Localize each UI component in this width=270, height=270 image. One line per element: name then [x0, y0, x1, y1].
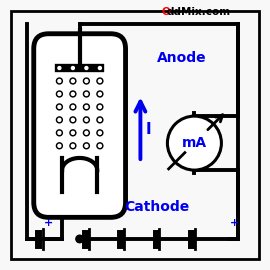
- Circle shape: [99, 144, 102, 147]
- Circle shape: [97, 91, 103, 97]
- Text: Cathode: Cathode: [124, 200, 190, 214]
- Circle shape: [71, 131, 74, 134]
- Circle shape: [56, 130, 62, 136]
- Circle shape: [83, 65, 89, 71]
- Circle shape: [83, 91, 89, 97]
- Text: mA: mA: [182, 136, 207, 150]
- Circle shape: [70, 143, 76, 149]
- Circle shape: [70, 117, 76, 123]
- Circle shape: [70, 78, 76, 84]
- Circle shape: [70, 130, 76, 136]
- Circle shape: [97, 65, 103, 71]
- Circle shape: [99, 66, 102, 69]
- Text: O: O: [162, 7, 171, 17]
- Circle shape: [70, 91, 76, 97]
- Circle shape: [71, 118, 74, 122]
- Circle shape: [85, 79, 88, 83]
- Circle shape: [99, 92, 102, 95]
- Circle shape: [71, 66, 74, 69]
- Circle shape: [56, 91, 62, 97]
- Circle shape: [99, 79, 102, 83]
- Circle shape: [71, 92, 74, 95]
- Circle shape: [70, 65, 76, 71]
- Circle shape: [97, 130, 103, 136]
- Circle shape: [85, 66, 88, 69]
- Circle shape: [83, 104, 89, 110]
- Circle shape: [97, 104, 103, 110]
- Text: I: I: [146, 122, 151, 137]
- Circle shape: [83, 117, 89, 123]
- Circle shape: [56, 78, 62, 84]
- Circle shape: [83, 130, 89, 136]
- Text: +: +: [44, 218, 53, 228]
- Circle shape: [167, 116, 221, 170]
- Circle shape: [85, 131, 88, 134]
- Text: Anode: Anode: [157, 51, 206, 65]
- Circle shape: [97, 143, 103, 149]
- Text: ddMix.com: ddMix.com: [166, 7, 231, 17]
- Circle shape: [99, 105, 102, 108]
- Circle shape: [83, 143, 89, 149]
- Circle shape: [71, 144, 74, 147]
- Circle shape: [85, 92, 88, 95]
- FancyBboxPatch shape: [34, 34, 126, 217]
- Circle shape: [56, 143, 62, 149]
- Circle shape: [97, 117, 103, 123]
- Circle shape: [85, 105, 88, 108]
- Circle shape: [56, 117, 62, 123]
- Circle shape: [58, 79, 61, 83]
- Circle shape: [71, 79, 74, 83]
- FancyBboxPatch shape: [11, 11, 259, 259]
- Circle shape: [71, 105, 74, 108]
- Circle shape: [58, 118, 61, 122]
- Circle shape: [70, 104, 76, 110]
- Circle shape: [85, 118, 88, 122]
- Circle shape: [97, 78, 103, 84]
- Circle shape: [99, 118, 102, 122]
- Circle shape: [99, 131, 102, 134]
- Circle shape: [56, 65, 62, 71]
- Circle shape: [85, 144, 88, 147]
- Circle shape: [58, 131, 61, 134]
- Circle shape: [58, 144, 61, 147]
- Circle shape: [58, 92, 61, 95]
- Circle shape: [76, 235, 83, 243]
- Circle shape: [58, 105, 61, 108]
- Circle shape: [56, 104, 62, 110]
- Circle shape: [83, 78, 89, 84]
- Text: +: +: [230, 218, 239, 228]
- Circle shape: [58, 66, 61, 69]
